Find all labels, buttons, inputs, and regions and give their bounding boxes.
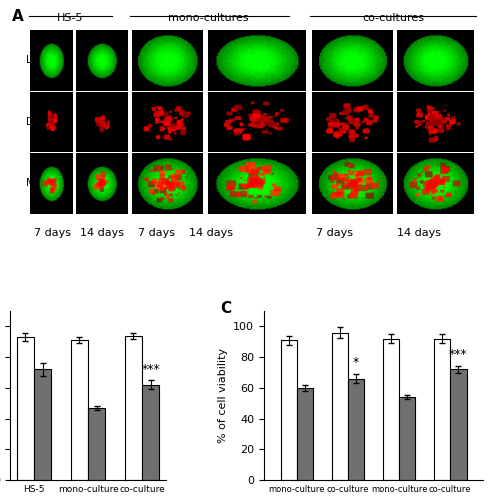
Text: HS-5: HS-5 bbox=[57, 13, 83, 23]
Bar bbox=[297, 388, 313, 480]
Text: 7 days: 7 days bbox=[138, 228, 175, 237]
Bar bbox=[450, 370, 467, 480]
Bar bbox=[17, 337, 34, 480]
Bar bbox=[281, 340, 297, 480]
Text: 7 days: 7 days bbox=[316, 228, 352, 237]
Text: MERGED: MERGED bbox=[26, 178, 71, 188]
Text: A: A bbox=[12, 8, 24, 24]
Bar bbox=[142, 385, 159, 480]
Bar bbox=[383, 338, 399, 480]
Text: mono-cultures: mono-cultures bbox=[168, 13, 249, 23]
Bar bbox=[71, 340, 88, 480]
Text: *: * bbox=[353, 356, 359, 370]
Text: C: C bbox=[220, 301, 231, 316]
Text: ***: *** bbox=[449, 348, 468, 361]
Bar bbox=[34, 370, 51, 480]
Text: LIVED: LIVED bbox=[26, 55, 57, 65]
Bar bbox=[399, 397, 415, 480]
Text: 14 days: 14 days bbox=[80, 228, 124, 237]
Bar bbox=[88, 408, 105, 480]
Bar bbox=[124, 336, 142, 480]
Bar bbox=[434, 338, 450, 480]
Bar bbox=[332, 332, 348, 480]
Text: co-cultures: co-cultures bbox=[362, 13, 424, 23]
Text: 14 days: 14 days bbox=[397, 228, 441, 237]
Bar bbox=[348, 378, 365, 480]
Text: DEAD: DEAD bbox=[26, 116, 56, 126]
Text: 14 days: 14 days bbox=[189, 228, 233, 237]
Text: 7 days: 7 days bbox=[34, 228, 71, 237]
Text: ***: *** bbox=[141, 362, 160, 376]
Y-axis label: % of cell viability: % of cell viability bbox=[218, 348, 228, 443]
